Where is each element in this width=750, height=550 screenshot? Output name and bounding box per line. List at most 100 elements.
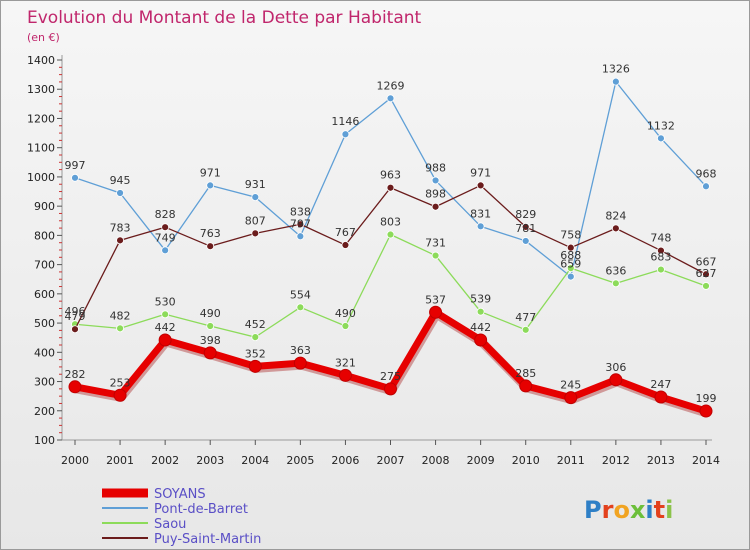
- legend-label: Saou: [154, 517, 186, 532]
- data-label: 452: [245, 318, 266, 331]
- x-tick-label: 2006: [331, 454, 359, 467]
- data-point: [341, 130, 350, 139]
- data-point: [296, 220, 305, 229]
- data-point: [116, 324, 124, 333]
- data-label: 275: [380, 370, 401, 383]
- data-label: 363: [290, 344, 311, 357]
- data-label: 688: [560, 249, 581, 262]
- data-point: [564, 391, 578, 405]
- x-tick-label: 2007: [377, 454, 405, 467]
- legend-label: Pont-de-Barret: [154, 502, 248, 517]
- data-point: [251, 333, 260, 342]
- data-label: 306: [605, 361, 626, 374]
- data-point: [386, 230, 395, 239]
- data-point: [431, 202, 440, 211]
- x-tick-label: 2001: [106, 454, 134, 467]
- data-point: [203, 346, 217, 360]
- data-label: 398: [200, 334, 221, 347]
- data-point: [158, 333, 172, 347]
- data-point: [519, 379, 533, 393]
- data-point: [206, 181, 215, 190]
- data-point: [566, 264, 575, 273]
- data-label: 763: [200, 227, 221, 240]
- data-label: 1326: [602, 63, 630, 76]
- data-label: 477: [515, 311, 536, 324]
- data-point: [474, 333, 488, 347]
- data-label: 627: [696, 267, 717, 280]
- data-label: 442: [470, 321, 491, 334]
- data-point: [341, 322, 350, 330]
- logo-text: Proxiti: [584, 496, 673, 524]
- data-label: 247: [650, 378, 671, 391]
- data-label: 321: [335, 356, 356, 369]
- data-label: 971: [200, 166, 221, 179]
- data-label: 282: [65, 368, 86, 381]
- data-label: 968: [696, 167, 717, 180]
- data-point: [338, 368, 352, 382]
- data-label: 945: [110, 174, 131, 187]
- data-point: [611, 224, 620, 233]
- data-point: [476, 222, 485, 231]
- x-tick-label: 2004: [241, 454, 269, 467]
- y-tick-label: 600: [34, 288, 55, 301]
- data-point: [521, 237, 530, 245]
- data-point: [386, 183, 395, 192]
- y-tick-label: 700: [34, 259, 55, 272]
- x-tick-label: 2012: [602, 454, 630, 467]
- data-point: [293, 356, 307, 370]
- data-point: [71, 325, 79, 334]
- axes: 100 200 300 400 500 600 700 800 900 1000 1100 1200 1…: [27, 54, 720, 467]
- data-labels: 997 945 749 971 931 797 1146 1269 988 831 781 659 13…: [65, 63, 717, 405]
- data-point: [384, 382, 397, 396]
- data-label: 997: [65, 159, 86, 172]
- data-point: [609, 373, 623, 387]
- data-point: [702, 182, 710, 191]
- x-tick-label: 2009: [467, 454, 495, 467]
- data-label: 829: [515, 208, 536, 221]
- data-label: 988: [425, 161, 446, 174]
- data-point: [476, 181, 485, 190]
- data-point: [657, 134, 665, 143]
- data-label: 803: [380, 216, 401, 229]
- data-point: [341, 241, 350, 249]
- data-point: [161, 223, 170, 232]
- y-tick-label: 500: [34, 317, 55, 330]
- x-tick-label: 2008: [422, 454, 450, 467]
- data-point: [566, 243, 575, 252]
- y-tick-label: 300: [34, 376, 55, 389]
- data-label: 490: [335, 307, 356, 320]
- data-label: 1132: [647, 119, 675, 132]
- data-point: [702, 270, 710, 279]
- data-point: [699, 404, 713, 418]
- data-label: 683: [650, 251, 671, 264]
- y-tick-label: 800: [34, 229, 55, 242]
- data-point: [521, 325, 530, 334]
- data-label: 824: [605, 209, 626, 222]
- data-label: 783: [110, 221, 131, 234]
- data-label: 749: [155, 231, 176, 244]
- data-label: 807: [245, 214, 266, 227]
- legend-label: SOYANS: [154, 487, 206, 502]
- data-point: [71, 173, 79, 182]
- data-point: [248, 359, 262, 373]
- y-tick-label: 1200: [27, 112, 55, 125]
- proxiti-logo: Proxiti: [584, 496, 673, 524]
- data-label: 781: [515, 222, 536, 235]
- data-label: 199: [696, 392, 717, 405]
- data-point: [657, 265, 665, 274]
- y-tick-label: 200: [34, 405, 55, 418]
- data-label: 797: [290, 217, 311, 230]
- data-label: 636: [605, 264, 626, 277]
- x-tick-label: 2003: [196, 454, 224, 467]
- data-point: [296, 232, 305, 241]
- x-tick-label: 2005: [286, 454, 314, 467]
- data-point: [702, 282, 710, 290]
- data-label: 931: [245, 178, 266, 191]
- x-tick-label: 2013: [647, 454, 675, 467]
- data-label: 971: [470, 166, 491, 179]
- data-point: [654, 390, 668, 404]
- data-label: 1269: [377, 79, 405, 92]
- data-label: 245: [560, 379, 581, 392]
- y-tick-label: 400: [34, 346, 55, 359]
